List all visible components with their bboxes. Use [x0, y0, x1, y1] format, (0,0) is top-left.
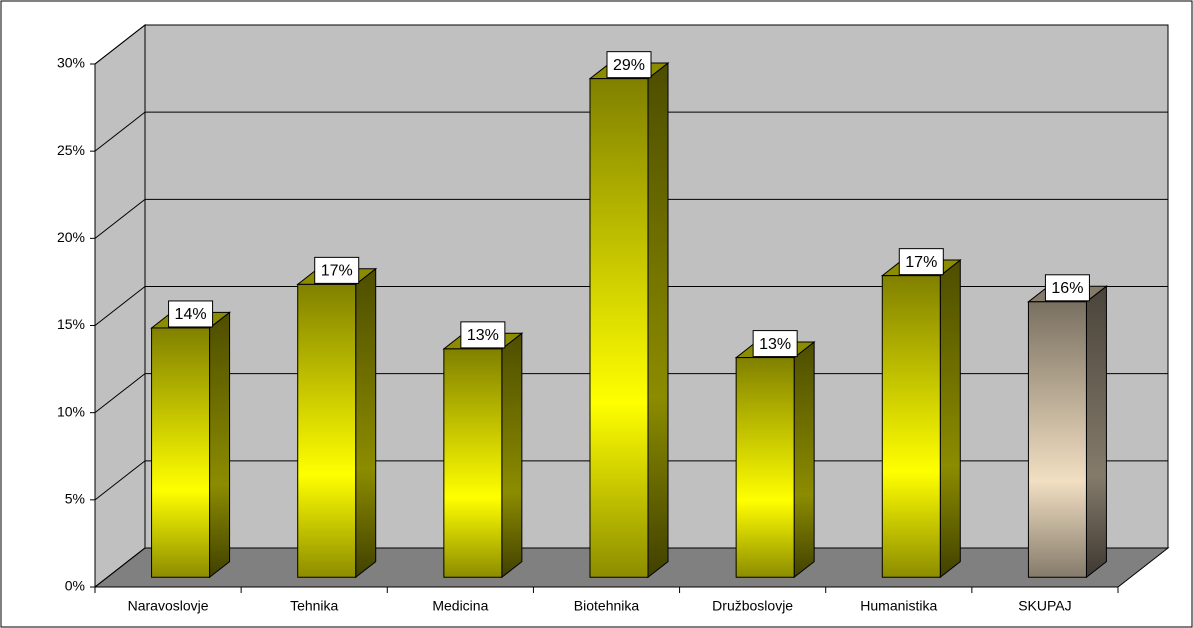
grid-line-side: [94, 111, 146, 152]
x-tick-label: Humanistika: [860, 598, 937, 614]
bar-side: [355, 267, 377, 579]
x-tick-label: SKUPAJ: [1018, 598, 1071, 614]
bar-side: [647, 62, 669, 579]
value-label: 29%: [613, 57, 645, 74]
bar: [297, 283, 357, 578]
value-label-box: [752, 330, 798, 358]
grid-line-side: [94, 373, 146, 414]
x-tick-label: Družboslovje: [712, 598, 793, 614]
bar-side: [939, 259, 961, 579]
bar: [735, 357, 795, 578]
value-label: 13%: [467, 327, 499, 344]
value-label-box: [898, 248, 944, 276]
bar-side: [501, 332, 523, 579]
bar: [1027, 301, 1087, 578]
grid-line-side: [94, 460, 146, 501]
value-label: 13%: [759, 336, 791, 353]
value-label-box: [460, 321, 506, 349]
grid-line-side: [94, 198, 146, 239]
y-tick-label: 0%: [65, 578, 85, 594]
x-tick-label: Biotehnika: [574, 598, 640, 614]
y-tick-label: 20%: [57, 229, 85, 245]
y-tick-label: 30%: [57, 55, 85, 71]
value-label-box: [168, 300, 214, 328]
x-tick-label: Tehnika: [290, 598, 338, 614]
bar-side: [209, 311, 231, 579]
value-label-box: [606, 51, 652, 79]
bar: [151, 327, 211, 578]
value-label: 16%: [1051, 280, 1083, 297]
y-tick-label: 10%: [57, 403, 85, 419]
y-tick-label: 25%: [57, 142, 85, 158]
y-tick-label: 5%: [65, 491, 85, 507]
bar: [443, 348, 503, 578]
value-label-box: [1044, 274, 1090, 302]
x-tick-label: Naravoslovje: [128, 598, 209, 614]
grid-line-side: [94, 24, 146, 65]
value-label: 17%: [905, 254, 937, 271]
grid-line-side: [94, 286, 146, 326]
bar: [881, 275, 941, 578]
bar-side: [793, 340, 815, 579]
x-tick-label: Medicina: [432, 598, 488, 614]
value-label: 14%: [175, 306, 207, 323]
bar-side: [1085, 285, 1107, 579]
bar: [589, 78, 649, 578]
grid-line-side: [94, 547, 146, 588]
value-label-box: [314, 256, 360, 284]
y-tick-label: 15%: [57, 316, 85, 332]
value-label: 17%: [321, 263, 353, 280]
